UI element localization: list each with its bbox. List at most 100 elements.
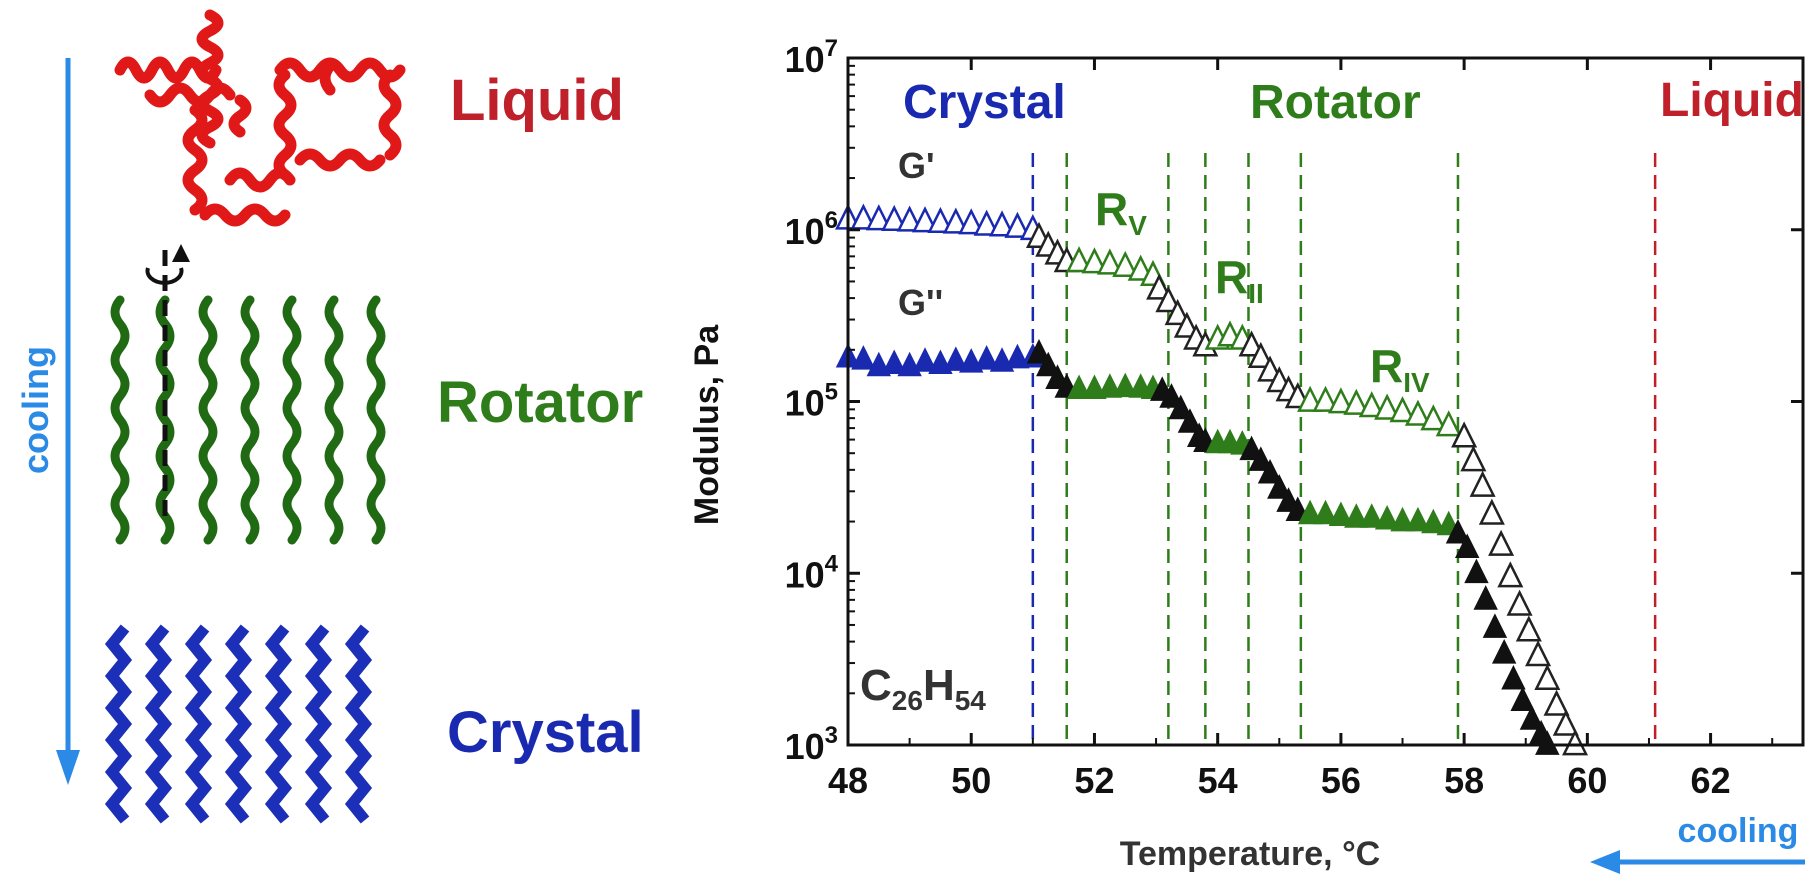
g-prime-point — [1247, 341, 1274, 369]
g-prime-point — [989, 210, 1016, 237]
g-double-prime-point — [1036, 351, 1061, 377]
y-axis-title: Modulus, Pa — [688, 324, 726, 525]
y-tick-label: 103 — [785, 722, 838, 767]
y-tick-label: 107 — [785, 35, 838, 80]
g-prime-point — [1389, 396, 1416, 423]
g-prime-point — [865, 204, 892, 231]
cooling-label-horizontal: cooling — [1678, 812, 1799, 850]
g-prime-point — [1404, 399, 1431, 426]
g-prime-point — [1552, 709, 1579, 736]
g-prime-point — [1506, 589, 1533, 616]
g-double-prime-point — [1359, 503, 1384, 528]
g-double-prime-point — [1239, 435, 1264, 461]
rotation-arrow-icon — [145, 267, 184, 285]
x-tick-label: 52 — [1074, 760, 1114, 801]
g-prime-point — [911, 206, 939, 233]
g-prime-point — [1004, 211, 1031, 238]
g-prime-point — [1374, 393, 1401, 420]
g-double-prime-point — [1374, 505, 1400, 530]
g-prime-point — [1420, 404, 1447, 431]
g-prime-point — [1081, 247, 1108, 274]
x-tick-label: 58 — [1444, 760, 1484, 801]
phase-label-rii: RII — [1215, 251, 1264, 309]
g-double-prime-point — [881, 349, 907, 374]
g-prime-point — [958, 208, 985, 235]
cooling-arrow-horizontal-head — [1590, 850, 1620, 874]
x-tick-label: 60 — [1567, 760, 1607, 801]
g-double-prime-point — [1328, 501, 1354, 527]
g-prime-point — [881, 204, 908, 231]
modulus-chart: 48 50 52 54 56 58 60 62 103 104 105 106 107 Modulus,… — [688, 35, 1805, 874]
g-prime-point — [1343, 388, 1370, 415]
x-axis-title: Temperature, °C — [1120, 835, 1380, 873]
g-double-prime-point — [1082, 374, 1107, 400]
g-double-prime-point — [1510, 686, 1535, 712]
g-prime-point — [1515, 615, 1542, 642]
transition-lines — [1031, 153, 1657, 745]
y-tick-label: 104 — [785, 550, 839, 595]
cooling-arrow-vertical-head — [56, 750, 80, 785]
schematic-panel: cooling — [15, 9, 644, 824]
x-tick-label: 50 — [951, 760, 991, 801]
rotator-chains-illustration — [110, 295, 386, 545]
g-double-prime-point — [1445, 518, 1471, 544]
g-prime-point — [1155, 286, 1182, 313]
g-double-prime-point — [1113, 372, 1138, 398]
x-tick-label: 56 — [1321, 760, 1361, 801]
g-prime-point — [1451, 421, 1478, 448]
g-prime-point — [927, 206, 954, 233]
g-prime-point — [1312, 385, 1339, 412]
g-double-prime-point — [943, 346, 969, 371]
g-prime-point — [1146, 273, 1173, 300]
g-double-prime-point — [1097, 373, 1123, 398]
g-prime-point — [1543, 689, 1570, 716]
g-prime-point — [850, 203, 877, 230]
y-tick-label: 105 — [785, 379, 838, 424]
g-prime-point — [1112, 250, 1139, 277]
g-double-prime-point — [974, 345, 999, 370]
region-label-rotator: Rotator — [1250, 76, 1421, 129]
g-prime-point — [1435, 410, 1462, 437]
rotation-arrow-head — [172, 244, 190, 262]
phase-label-liquid: Liquid — [450, 68, 624, 133]
g-double-prime-point — [1267, 474, 1292, 499]
g-prime-point — [1164, 298, 1191, 326]
g-prime-point — [1327, 387, 1354, 414]
phase-label-crystal: Crystal — [447, 700, 644, 765]
g-double-prime-point — [1313, 499, 1338, 525]
region-label-liquid: Liquid — [1660, 74, 1804, 127]
g-double-prime-point — [1177, 408, 1203, 433]
g-double-prime-point — [1519, 705, 1545, 730]
g-double-prime-point — [912, 347, 938, 372]
g-prime-point — [942, 207, 969, 234]
g-double-prime-point — [1464, 558, 1489, 584]
g-prime-point — [1525, 640, 1552, 667]
phase-label-riv: RIV — [1370, 340, 1430, 398]
cooling-label-vertical: cooling — [15, 346, 56, 474]
region-label-crystal: Crystal — [903, 76, 1066, 129]
series-label-g-prime: G' — [898, 145, 935, 186]
g-double-prime-point — [1405, 506, 1431, 532]
g-double-prime-point — [1005, 343, 1030, 369]
axis-ticks: 48 50 52 54 56 58 60 62 103 104 105 106 107 — [785, 35, 1803, 801]
g-prime-point — [1497, 561, 1524, 588]
x-tick-label: 54 — [1198, 760, 1238, 801]
g-double-prime-point — [1535, 730, 1560, 755]
g-double-prime-point — [1026, 338, 1052, 364]
g-prime-point — [1488, 529, 1515, 556]
g-double-prime-point — [1390, 506, 1415, 532]
phase-label-rotator: Rotator — [437, 370, 643, 435]
series-label-g-double-prime: G'' — [898, 282, 943, 323]
g-prime-point — [1297, 385, 1324, 412]
g-double-prime-point — [1344, 503, 1369, 528]
g-double-prime-point — [1159, 383, 1184, 408]
g-prime-point — [973, 209, 1000, 236]
g-prime-point — [1562, 729, 1589, 756]
crystal-chains-illustration — [104, 624, 373, 824]
g-double-prime-point — [1168, 394, 1193, 420]
g-double-prime-point — [1501, 665, 1526, 690]
g-double-prime-point — [1473, 585, 1498, 610]
phase-label-rv: RV — [1095, 183, 1147, 241]
g-prime-point — [1478, 498, 1505, 525]
